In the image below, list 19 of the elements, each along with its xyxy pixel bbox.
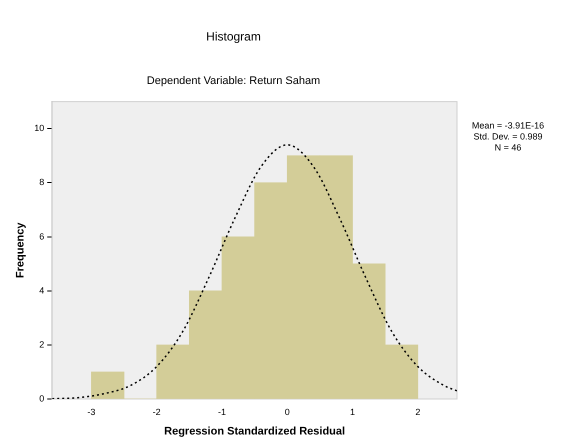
text: Mean = -3.91E-16	[472, 120, 544, 131]
y-tick-label: 6	[39, 231, 44, 242]
y-tick-label: 4	[39, 285, 44, 296]
y-tick-label: 8	[39, 177, 44, 188]
y-tick-label: 2	[39, 339, 44, 350]
y-tick-label: 10	[34, 123, 44, 134]
text: Std. Dev. = 0.989	[473, 132, 543, 142]
x-tick-label: 1	[350, 406, 356, 417]
x-axis-title: Regression Standardized Residual	[164, 425, 346, 438]
chart-title: Histogram	[206, 30, 261, 44]
y-axis-title: Frequency	[14, 222, 27, 278]
y-tick-label: 0	[39, 393, 44, 404]
x-tick-label: -1	[218, 406, 226, 417]
text: N = 46	[494, 142, 522, 153]
x-tick-label: 0	[284, 406, 290, 417]
x-tick-label: -3	[87, 406, 96, 417]
chart-subtitle: Dependent Variable: Return Saham	[146, 75, 320, 88]
x-tick-label: 2	[415, 406, 420, 417]
x-tick-label: -2	[152, 406, 161, 417]
